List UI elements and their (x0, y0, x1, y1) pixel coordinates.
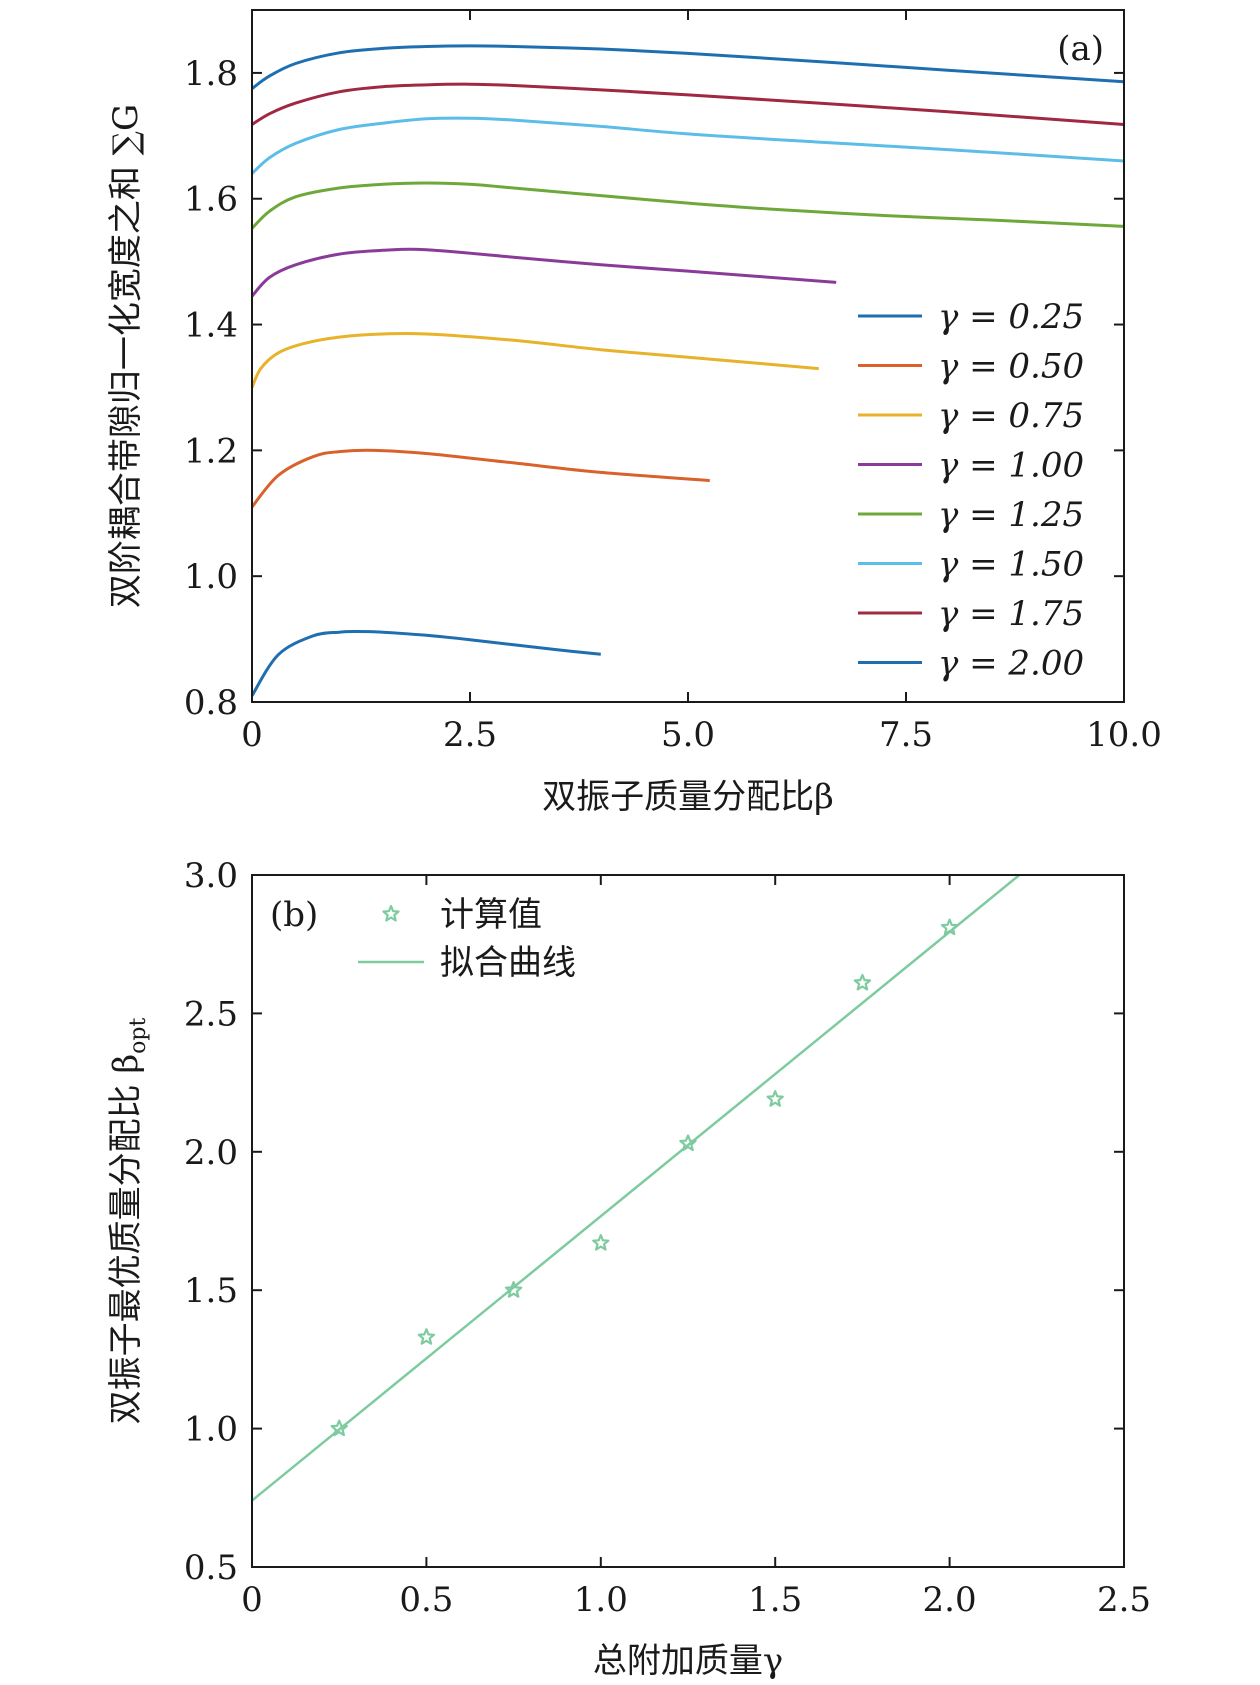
panel-a-y-axis-title: 双阶耦合带隙归一化宽度之和 ∑G (106, 104, 146, 608)
x-tick-label: 2.5 (1097, 1580, 1151, 1620)
y-tick-label: 1.0 (184, 557, 238, 597)
legend-label-6: γ = 1.75 (938, 594, 1084, 634)
legend-label-3: γ = 1.00 (938, 446, 1084, 486)
legend-marker-computed (382, 904, 400, 922)
data-point-star (417, 1328, 436, 1345)
y-tick-label: 1.8 (184, 54, 238, 94)
y-tick-label: 1.2 (184, 431, 238, 471)
legend-label-2: γ = 0.75 (938, 396, 1084, 436)
legend-label-5: γ = 1.50 (938, 545, 1084, 585)
panel-a-x-axis-title: 双振子质量分配比β (542, 777, 834, 817)
fit-line (251, 874, 1021, 1502)
legend-label-0: γ = 0.25 (938, 297, 1084, 337)
x-tick-label: 0 (241, 1580, 263, 1620)
y-tick-label: 2.0 (184, 1133, 238, 1173)
y-tick-label: 0.8 (184, 683, 238, 723)
series-line-1 (250, 448, 710, 508)
panel-b-y-axis-title: 双振子最优质量分配比 βopt (106, 1018, 151, 1425)
x-tick-label: 10.0 (1086, 715, 1162, 755)
series-line-4 (250, 181, 1125, 230)
data-point-star (504, 1281, 523, 1298)
panel-b-frame (251, 874, 1125, 1568)
series-line-0 (250, 629, 601, 697)
y-tick-label: 1.4 (184, 306, 238, 346)
panel-a-ticks: 0 2.5 5.0 7.5 10.0 0.8 1.0 1.2 1.4 1.6 1.8 (184, 10, 1162, 755)
data-point-star (330, 1419, 348, 1437)
panel-a-legend: γ = 0.25 γ = 0.50 γ = 0.75 γ = 1.00 γ = 1.25… (858, 297, 1084, 684)
panel-a-series-lines (250, 44, 1125, 697)
panel-a-tag: (a) (1057, 29, 1104, 69)
panel-b-tag: (b) (270, 895, 318, 935)
legend-label-fit: 拟合曲线 (440, 943, 576, 983)
y-tick-label: 3.0 (184, 856, 238, 896)
panel-b-series (251, 874, 1021, 1502)
legend-label-1: γ = 0.50 (938, 347, 1084, 387)
x-tick-label: 7.5 (879, 715, 933, 755)
data-point-star (853, 973, 872, 991)
panel-b-y-axis-title-subscript: opt (126, 1018, 151, 1054)
x-tick-label: 1.0 (574, 1580, 628, 1620)
x-tick-label: 0 (241, 715, 263, 755)
panel-b-y-axis-title-main: 双振子最优质量分配比 β (106, 1054, 146, 1424)
data-point-star (592, 1233, 610, 1251)
panel-b-chart: 0 0.5 1.0 1.5 2.0 2.50.51.01.52.02.53.0 (b) 计… (106, 856, 1151, 1681)
legend-label-7: γ = 2.00 (938, 644, 1084, 684)
x-tick-label: 2.0 (923, 1580, 977, 1620)
legend-label-computed: 计算值 (440, 895, 542, 935)
y-tick-label: 1.0 (184, 1410, 238, 1450)
series-line-2 (250, 331, 819, 389)
series-line-5 (250, 116, 1125, 175)
data-point-star (940, 918, 959, 936)
panel-b-ticks: 0 0.5 1.0 1.5 2.0 2.50.51.01.52.02.53.0 (184, 856, 1151, 1620)
y-tick-label: 1.5 (184, 1271, 238, 1311)
x-tick-label: 5.0 (661, 715, 715, 755)
legend-label-4: γ = 1.25 (938, 495, 1084, 535)
y-tick-label: 2.5 (184, 994, 238, 1034)
series-line-3 (250, 247, 837, 298)
x-tick-label: 2.5 (443, 715, 497, 755)
data-point-star (679, 1134, 697, 1152)
x-tick-label: 1.5 (748, 1580, 802, 1620)
panel-a-chart: 0 2.5 5.0 7.5 10.0 0.8 1.0 1.2 1.4 1.6 1.8 (a) γ =… (106, 9, 1162, 817)
series-line-6 (251, 82, 1125, 126)
y-tick-label: 0.5 (184, 1548, 238, 1588)
y-tick-label: 1.6 (184, 180, 238, 220)
series-line-7 (251, 44, 1125, 90)
panel-b-x-axis-title: 总附加质量γ (593, 1641, 783, 1681)
x-tick-label: 0.5 (399, 1580, 453, 1620)
data-point-star (766, 1090, 784, 1107)
